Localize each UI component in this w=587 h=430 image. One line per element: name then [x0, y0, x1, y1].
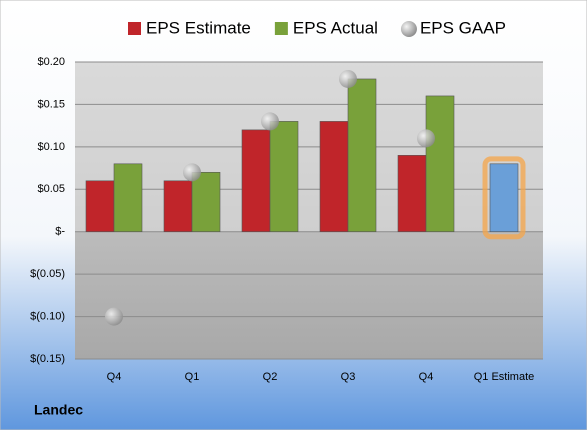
gaap-marker	[339, 69, 357, 88]
legend-marker	[128, 22, 141, 35]
y-tick-label: $0.05	[37, 183, 65, 195]
y-tick-label: $0.10	[37, 141, 65, 153]
bar	[241, 129, 271, 233]
bar-glow	[482, 156, 526, 240]
legend-label: EPS GAAP	[420, 18, 506, 37]
bar	[425, 95, 455, 233]
gaap-marker	[261, 112, 279, 131]
x-tick-label: Q3	[341, 371, 356, 383]
bar	[347, 78, 377, 233]
bar	[319, 121, 349, 233]
legend-label: EPS Estimate	[146, 18, 251, 37]
footer: Landec	[34, 402, 83, 418]
legend-marker	[274, 22, 288, 35]
legend-marker	[400, 21, 417, 37]
bar	[269, 121, 299, 233]
y-tick-label: $-	[55, 226, 65, 238]
y-tick-label: $0.15	[37, 98, 65, 110]
y-tick-label: $0.20	[37, 56, 65, 68]
bar	[85, 180, 115, 233]
bar	[397, 155, 427, 233]
x-tick-label: Q1	[185, 371, 200, 383]
bar	[163, 180, 193, 233]
x-tick-label: Q2	[263, 371, 278, 383]
x-tick-label: Q4	[107, 371, 122, 383]
x-tick-label: Q1 Estimate	[474, 371, 535, 383]
y-tick-label: $(0.10)	[30, 310, 65, 322]
bar	[489, 163, 519, 233]
gaap-marker	[417, 129, 435, 148]
bar	[113, 163, 143, 233]
gaap-marker	[105, 307, 123, 326]
y-tick-label: $(0.05)	[30, 268, 65, 280]
bar	[191, 172, 221, 233]
legend-label: EPS Actual	[293, 18, 378, 37]
y-tick-label: $(0.15)	[30, 353, 65, 365]
x-tick-label: Q4	[419, 371, 434, 383]
gaap-marker	[183, 163, 201, 182]
